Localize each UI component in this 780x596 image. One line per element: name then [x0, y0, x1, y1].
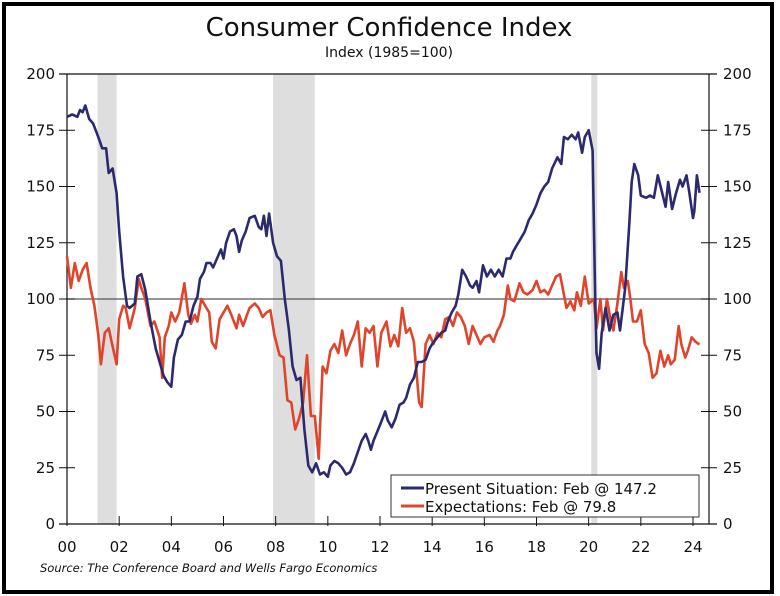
- y-tick-label-left: 200: [26, 65, 55, 83]
- y-tick-label-right: 0: [723, 515, 733, 533]
- source-note: Source: The Conference Board and Wells F…: [40, 561, 377, 575]
- y-tick-label-left: 50: [36, 403, 55, 421]
- legend-label-present-situation: Present Situation: Feb @ 147.2: [425, 480, 657, 498]
- y-tick-label-right: 100: [723, 290, 752, 308]
- x-tick-label: 02: [110, 538, 129, 556]
- y-tick-label-left: 150: [26, 178, 55, 196]
- x-tick-label: 22: [631, 538, 650, 556]
- x-tick-label: 08: [266, 538, 285, 556]
- chart-subtitle: Index (1985=100): [325, 45, 453, 61]
- y-tick-label-right: 75: [723, 346, 742, 364]
- x-tick-label: 18: [527, 538, 546, 556]
- chart-title: Consumer Confidence Index: [206, 13, 573, 43]
- y-tick-label-left: 100: [26, 290, 55, 308]
- legend-label-expectations: Expectations: Feb @ 79.8: [425, 498, 616, 516]
- x-tick-label: 04: [162, 538, 181, 556]
- y-tick-label-right: 150: [723, 178, 752, 196]
- x-tick-label: 10: [318, 538, 337, 556]
- legend: Present Situation: Feb @ 147.2 Expectati…: [390, 474, 700, 518]
- series-line-expectations: [65, 256, 701, 461]
- y-tick-label-right: 50: [723, 403, 742, 421]
- x-tick-label: 00: [57, 538, 76, 556]
- x-tick-label: 14: [423, 538, 442, 556]
- y-tick-label-right: 25: [723, 459, 742, 477]
- y-tick-label-left: 25: [36, 459, 55, 477]
- x-tick-label: 20: [579, 538, 598, 556]
- y-tick-label-right: 175: [723, 121, 752, 139]
- x-tick-label: 12: [370, 538, 389, 556]
- y-tick-label-left: 0: [45, 515, 55, 533]
- x-tick-label: 16: [475, 538, 494, 556]
- x-tick-label: 06: [214, 538, 233, 556]
- series-line-present-situation: [66, 104, 701, 479]
- y-tick-label-left: 75: [36, 346, 55, 364]
- y-tick-label-left: 175: [26, 121, 55, 139]
- y-tick-label-right: 125: [723, 234, 752, 252]
- legend-box: [390, 474, 700, 518]
- x-tick-label: 24: [683, 538, 702, 556]
- series-lines: [65, 104, 701, 479]
- y-tick-label-right: 200: [723, 65, 752, 83]
- y-tick-label-left: 125: [26, 234, 55, 252]
